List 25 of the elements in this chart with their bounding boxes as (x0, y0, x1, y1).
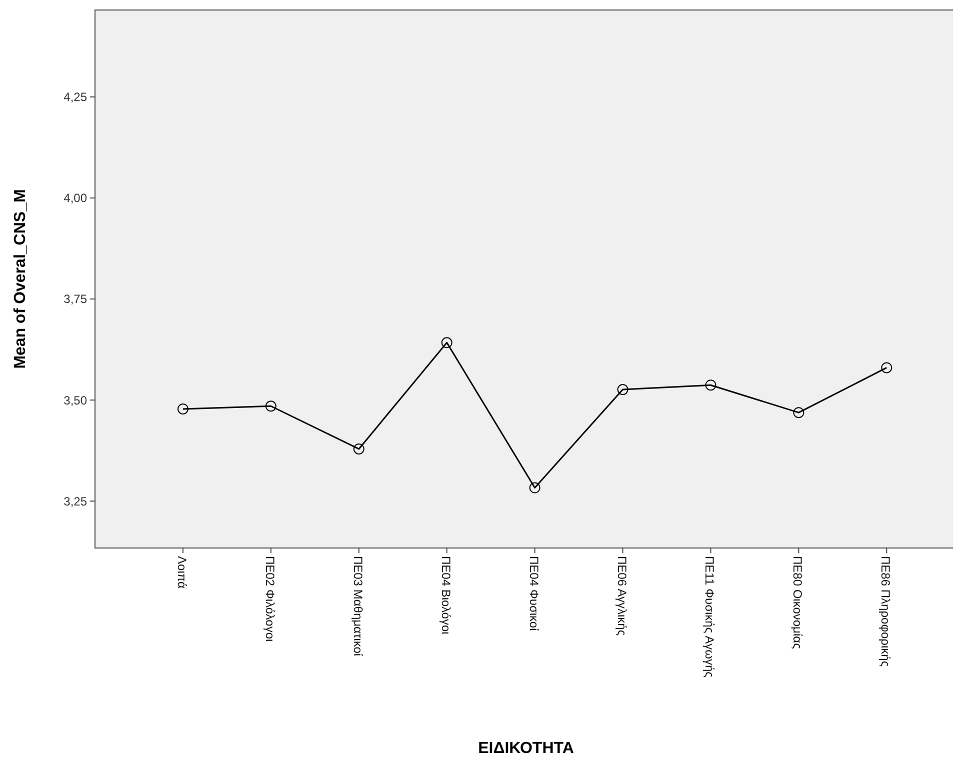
y-tick-label: 4,25 (64, 90, 88, 104)
point (529, 482, 540, 494)
y-tick-label: 4,00 (64, 191, 88, 206)
point (441, 337, 452, 348)
x-tick-label: ΠΕ86 Πληροφορικής (878, 556, 893, 667)
point (793, 407, 804, 418)
x-tick-label: ΠΕ04 Βιολόγοι (438, 556, 453, 635)
point (617, 384, 628, 396)
point (353, 443, 364, 454)
y-tick-label: 3,50 (64, 393, 88, 408)
point (177, 403, 188, 414)
point (265, 400, 276, 412)
x-tick-label: ΠΕ80 Οικονομίας (790, 556, 805, 650)
x-axis-title: ΕΙΔΙΚΟΤΗΤΑ (478, 740, 574, 757)
point (881, 362, 892, 374)
y-axis-title: Mean of Overal_CNS_M (12, 189, 29, 369)
x-tick-label: ΠΕ03 Μαθηματικοί (350, 556, 365, 656)
x-tick-label: Λοιπά (174, 556, 189, 588)
x-tick-label: ΠΕ04 Φυσικοί (526, 556, 541, 632)
x-tick-label: ΠΕ11 Φυσικής Αγωγής (702, 556, 717, 678)
x-tick-label: ΠΕ06 Αγγλικής (614, 556, 629, 636)
x-tick-label: ΠΕ02 Φιλόλογοι (262, 556, 277, 642)
y-tick-label: 3,75 (64, 292, 88, 306)
y-tick-label: 3,25 (64, 494, 88, 508)
point (705, 380, 716, 391)
